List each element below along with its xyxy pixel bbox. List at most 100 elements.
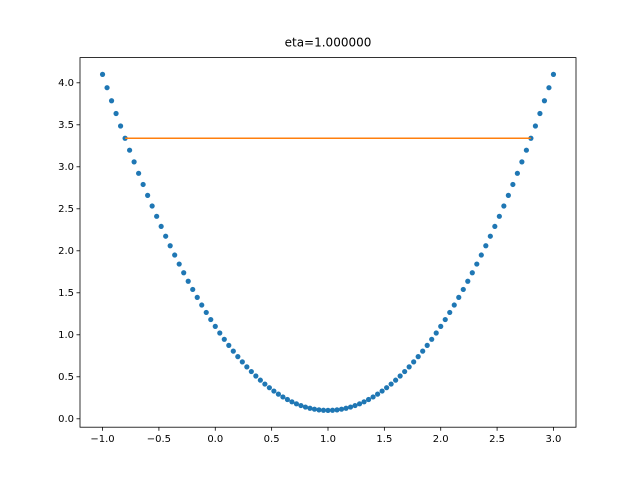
scatter-point <box>181 270 187 276</box>
scatter-point <box>208 316 214 323</box>
scatter-point <box>420 348 426 354</box>
scatter-point <box>406 364 412 370</box>
scatter-point <box>379 388 385 394</box>
x-tick-label: −1.0 <box>90 434 114 445</box>
scatter-point <box>163 233 169 239</box>
chart-title: eta=1.000000 <box>285 36 372 50</box>
scatter-point <box>311 406 318 412</box>
scatter-point <box>190 286 196 293</box>
scatter-point <box>140 181 146 188</box>
scatter-point <box>546 85 552 91</box>
scatter-point <box>316 407 322 413</box>
y-tick-label: 2.5 <box>58 204 74 215</box>
x-tick-label: 2.0 <box>433 434 449 445</box>
scatter-point <box>483 243 489 249</box>
scatter-point <box>370 394 376 400</box>
scatter-point <box>293 401 300 407</box>
scatter-point <box>158 223 164 230</box>
scatter-point <box>199 302 205 308</box>
scatter-point <box>347 404 354 410</box>
scatter-point <box>230 348 236 354</box>
scatter-point <box>528 135 534 141</box>
scatter-point <box>537 110 543 117</box>
scatter-point <box>478 252 484 258</box>
scatter-point <box>487 233 493 239</box>
y-tick-label: 0.0 <box>58 414 74 425</box>
scatter-point <box>172 252 178 258</box>
scatter-point <box>384 385 390 391</box>
scatter-point <box>505 192 511 198</box>
scatter-point <box>442 316 448 323</box>
scatter-point <box>217 330 223 336</box>
scatter-point <box>298 402 304 409</box>
scatter-point <box>343 405 349 411</box>
scatter-point <box>307 405 313 411</box>
scatter-point <box>465 278 471 284</box>
scatter-point <box>320 407 327 413</box>
scatter-point <box>550 71 557 77</box>
scatter-point <box>397 373 403 379</box>
y-tick-label: 2.0 <box>58 246 74 257</box>
scatter-point <box>145 192 151 198</box>
x-tick-label: 0.0 <box>207 434 223 445</box>
scatter-point <box>501 203 507 209</box>
y-tick-label: 0.5 <box>58 372 74 383</box>
scatter-point <box>411 359 417 365</box>
scatter-point <box>496 213 502 219</box>
scatter-point <box>104 85 110 91</box>
scatter-point <box>203 309 209 316</box>
scatter-point <box>338 406 345 412</box>
scatter-point <box>352 402 358 409</box>
scatter-point <box>402 368 408 375</box>
x-tick-label: 0.5 <box>264 434 280 445</box>
scatter-point <box>375 391 381 397</box>
scatter-point <box>451 302 457 308</box>
scatter-point <box>438 323 444 329</box>
scatter-point <box>280 394 286 400</box>
scatter-point <box>289 399 295 405</box>
scatter-point <box>131 159 137 165</box>
scatter-point <box>514 170 520 176</box>
scatter-point <box>393 377 399 383</box>
y-tick-label: 3.0 <box>58 162 74 173</box>
x-tick-label: −0.5 <box>147 434 171 445</box>
scatter-point <box>154 213 160 219</box>
scatter-point <box>334 407 340 413</box>
y-tick-label: 1.0 <box>58 330 74 341</box>
scatter-point <box>176 261 182 267</box>
scatter-point <box>253 373 259 379</box>
scatter-point <box>167 243 173 249</box>
scatter-point <box>469 270 475 276</box>
scatter-point <box>248 368 254 375</box>
scatter-point <box>302 404 309 410</box>
scatter-point <box>460 286 466 293</box>
scatter-point <box>325 407 331 413</box>
scatter-point <box>523 147 530 153</box>
scatter-point <box>361 399 367 405</box>
scatter-point <box>226 342 232 348</box>
scatter-point <box>235 354 241 360</box>
axes-frame <box>79 57 577 428</box>
scatter-point <box>474 261 480 267</box>
scatter-point <box>519 159 525 165</box>
scatter-point <box>221 336 227 342</box>
scatter-point <box>424 342 430 348</box>
x-tick-label: 1.5 <box>376 434 392 445</box>
scatter-point <box>365 396 372 403</box>
y-tick-label: 1.5 <box>58 288 74 299</box>
x-tick-label: 3.0 <box>546 434 562 445</box>
scatter-point <box>275 391 281 397</box>
scatter-point <box>284 396 291 403</box>
scatter-point <box>127 147 133 153</box>
y-tick-label: 4.0 <box>58 78 74 89</box>
scatter-point <box>185 278 191 284</box>
scatter-point <box>113 110 119 117</box>
y-tick-label: 3.5 <box>58 120 74 131</box>
scatter-point <box>212 323 218 329</box>
scatter-point <box>388 381 394 387</box>
scatter-point <box>510 181 516 188</box>
scatter-point <box>99 71 106 77</box>
scatter-point <box>433 330 439 336</box>
